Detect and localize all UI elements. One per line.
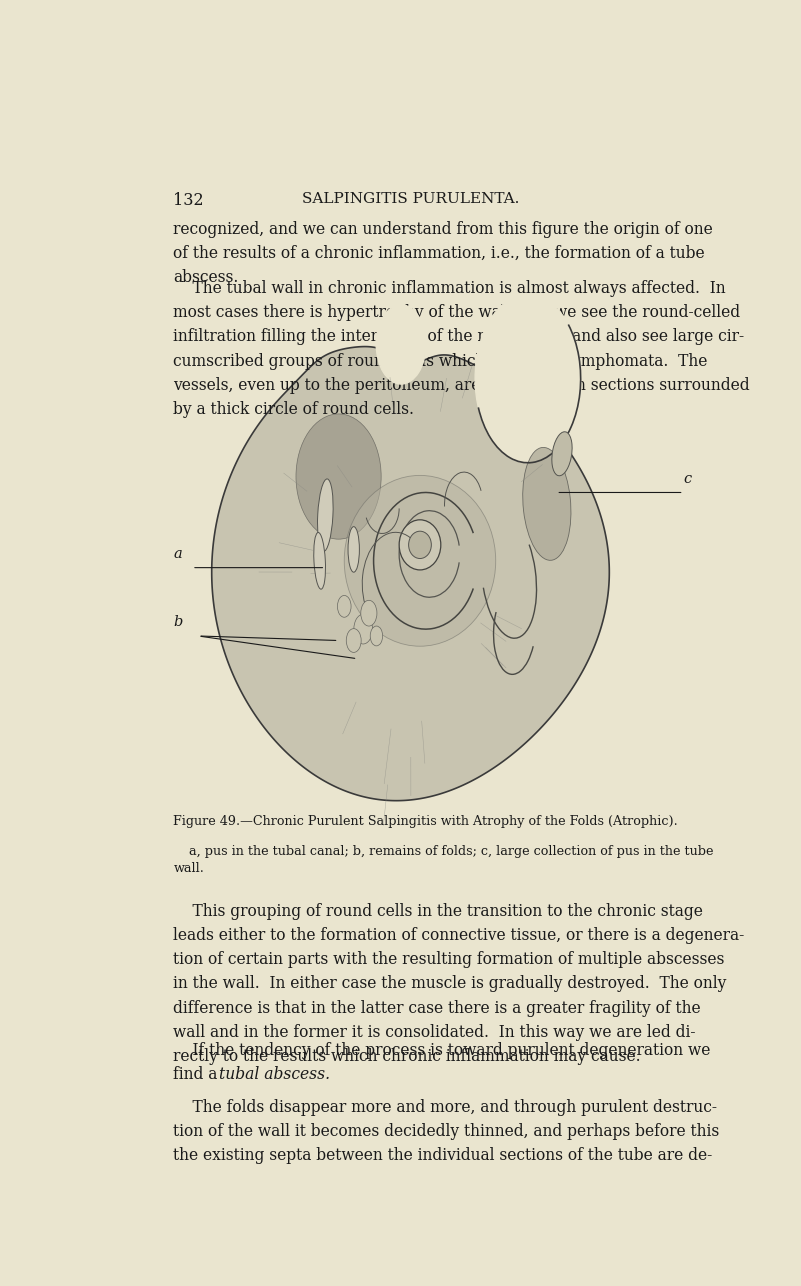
Ellipse shape xyxy=(344,476,496,646)
Text: b: b xyxy=(173,615,183,629)
Text: This grouping of round cells in the transition to the chronic stage
leads either: This grouping of round cells in the tran… xyxy=(173,903,745,1065)
Text: Figure 49.—Chronic Purulent Salpingitis with Atrophy of the Folds (Atrophic).: Figure 49.—Chronic Purulent Salpingitis … xyxy=(173,815,678,828)
Text: c: c xyxy=(684,472,692,486)
Ellipse shape xyxy=(523,448,571,561)
Circle shape xyxy=(376,305,426,385)
Text: SALPINGITIS PURULENTA.: SALPINGITIS PURULENTA. xyxy=(302,193,519,207)
Ellipse shape xyxy=(409,531,432,558)
Text: 132: 132 xyxy=(173,193,204,210)
Ellipse shape xyxy=(399,520,441,570)
Text: The folds disappear more and more, and through purulent destruc-
tion of the wal: The folds disappear more and more, and t… xyxy=(173,1100,719,1164)
Ellipse shape xyxy=(296,414,381,539)
Text: a, pus in the tubal canal; b, remains of folds; c, large collection of pus in th: a, pus in the tubal canal; b, remains of… xyxy=(173,845,714,876)
Text: tubal abscess.: tubal abscess. xyxy=(219,1066,330,1083)
Circle shape xyxy=(475,294,581,463)
Text: find a: find a xyxy=(173,1066,223,1083)
Circle shape xyxy=(370,626,383,646)
Ellipse shape xyxy=(314,532,325,589)
Ellipse shape xyxy=(317,478,333,552)
Circle shape xyxy=(337,595,351,617)
Ellipse shape xyxy=(348,527,360,572)
Text: The tubal wall in chronic inflammation is almost always affected.  In
most cases: The tubal wall in chronic inflammation i… xyxy=(173,280,750,418)
Text: a: a xyxy=(173,547,182,561)
Circle shape xyxy=(354,615,372,644)
Text: If the tendency of the process is toward purulent degeneration we: If the tendency of the process is toward… xyxy=(173,1042,710,1058)
Circle shape xyxy=(346,629,361,652)
Circle shape xyxy=(360,601,377,626)
Ellipse shape xyxy=(552,432,572,476)
Text: recognized, and we can understand from this figure the origin of one
of the resu: recognized, and we can understand from t… xyxy=(173,221,713,285)
Polygon shape xyxy=(211,346,610,801)
